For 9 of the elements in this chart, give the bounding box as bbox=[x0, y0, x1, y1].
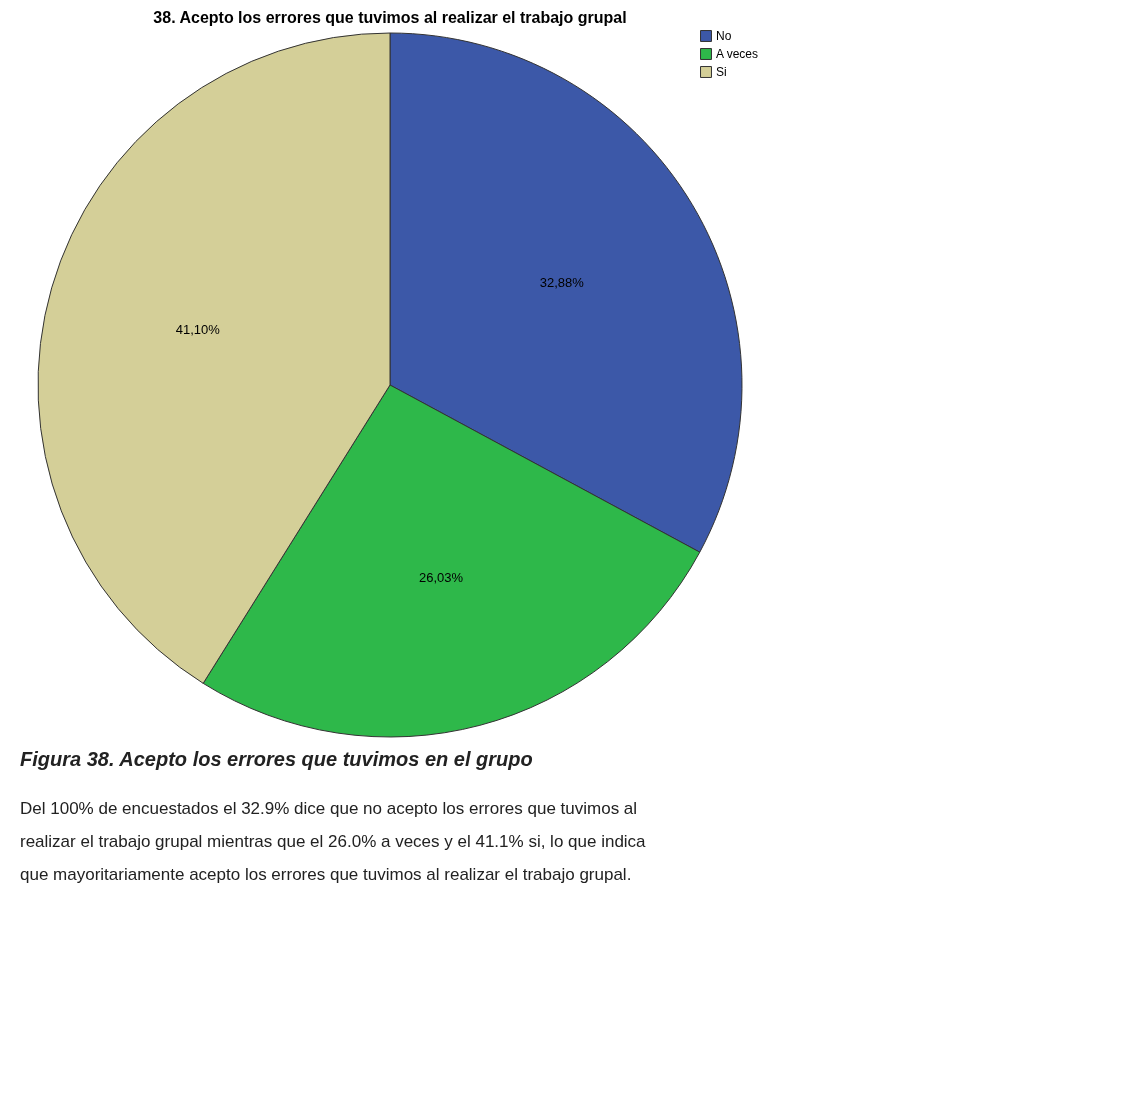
legend-label: A veces bbox=[716, 47, 759, 61]
data-label: 32,88% bbox=[539, 274, 585, 290]
legend-label: No bbox=[716, 29, 732, 43]
text: Del 100% de encuestados el 32.9% dice que no acepto los errores que tuvimos al realizar el trabajo grupal mientras que el 26.0% a veces y el 41.1% si, lo que indica que mayoritariamente acepto los errores que tuvimos al realizar el trabajo grupal. bbox=[20, 798, 647, 885]
text: Figura 38. Acepto los errores que tuvimos en el grupo bbox=[20, 748, 533, 770]
legend-label: Si bbox=[716, 65, 727, 79]
data-label: 26,03% bbox=[419, 570, 464, 586]
chart-title: 38. Acepto los errores que tuvimos al realizar el trabajo grupal bbox=[153, 9, 627, 26]
data-label: 41,10% bbox=[175, 321, 221, 337]
